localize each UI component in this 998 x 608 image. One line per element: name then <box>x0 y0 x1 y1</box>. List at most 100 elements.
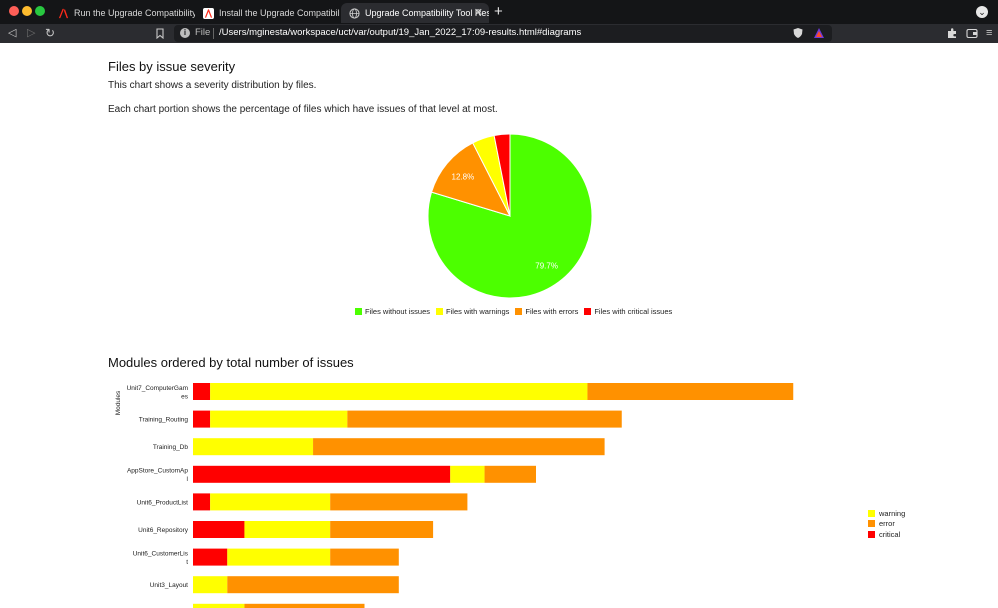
category-label: t <box>186 559 188 566</box>
bar-segment-warning[interactable] <box>210 493 331 511</box>
modules-heading: Modules ordered by total number of issue… <box>108 355 354 370</box>
bar-segment-critical[interactable] <box>193 548 228 566</box>
legend-item-warning[interactable]: warning <box>868 508 905 519</box>
bar-segment-warning[interactable] <box>193 603 245 608</box>
legend-label: warning <box>879 508 906 518</box>
reload-icon[interactable]: ↻ <box>45 26 56 40</box>
tab-run-upgrade-tool[interactable]: Run the Upgrade Compatibility Tool <box>50 3 195 23</box>
category-label: AppStore_CustomAp <box>127 468 188 475</box>
bar-segment-warning[interactable] <box>227 548 331 566</box>
legend-label: Files with warnings <box>446 307 510 316</box>
severity-pie-chart: 79.7% 12.8% <box>427 133 593 299</box>
pie-slice-files-with-critical-issues[interactable] <box>493 133 511 217</box>
close-window-button[interactable] <box>9 6 19 16</box>
bar-segment-error[interactable] <box>484 465 536 483</box>
legend-item-files-with-warnings[interactable]: Files with warnings <box>436 307 509 316</box>
zoom-window-button[interactable] <box>35 6 45 16</box>
legend-swatch <box>436 308 444 315</box>
pie-slice-files-with-errors[interactable] <box>430 142 511 217</box>
category-label: Unit3_Layout <box>150 582 188 589</box>
bar-segment-error[interactable] <box>587 383 794 400</box>
bar-segment-critical[interactable] <box>193 383 211 400</box>
legend-label: critical <box>879 529 901 539</box>
bar-segment-error[interactable] <box>330 548 399 566</box>
category-label: Unit6_ProductList <box>137 499 188 506</box>
bar-segment-error[interactable] <box>313 438 605 456</box>
shield-icon[interactable] <box>792 27 804 39</box>
window-menu-icon[interactable]: ⌄ <box>976 6 988 18</box>
category-label: Unit6_Repository <box>138 527 189 534</box>
bar-segment-error[interactable] <box>244 603 365 608</box>
category-label: Training_Routing <box>139 417 189 424</box>
back-icon[interactable]: ◁ <box>8 27 17 39</box>
pie-slice-files-without-issues[interactable] <box>427 133 593 299</box>
legend-item-files-with-critical-issues[interactable]: Files with critical issues <box>584 307 672 316</box>
minimize-window-button[interactable] <box>22 6 32 16</box>
bar-segment-error[interactable] <box>227 576 399 594</box>
bar-segment-warning[interactable] <box>450 465 485 483</box>
category-label: Training_Db <box>153 444 189 451</box>
legend-item-files-with-errors[interactable]: Files with errors <box>515 307 578 316</box>
bar-segment-critical[interactable] <box>193 493 211 511</box>
url-separator <box>213 28 214 39</box>
legend-swatch <box>355 308 362 315</box>
extensions-puzzle-icon[interactable] <box>946 27 958 39</box>
tab-strip: Run the Upgrade Compatibility Tool Insta… <box>0 0 998 24</box>
severity-heading: Files by issue severity <box>108 59 236 74</box>
bar-segment-error[interactable] <box>330 521 434 538</box>
severity-description-2: Each chart portion shows the percentage … <box>108 104 498 115</box>
adobe-icon <box>203 7 214 19</box>
y-axis-label: Modules <box>115 390 122 415</box>
legend-label: Files without issues <box>365 307 431 316</box>
category-label: es <box>181 393 189 400</box>
legend-swatch <box>868 509 875 517</box>
info-icon[interactable]: i <box>180 28 190 38</box>
close-tab-icon[interactable]: ✕ <box>473 7 483 19</box>
rewards-triangle-icon[interactable] <box>813 27 825 39</box>
legend-swatch <box>868 520 875 528</box>
bar-segment-critical[interactable] <box>193 521 245 538</box>
bar-segment-warning[interactable] <box>193 576 228 594</box>
forward-icon[interactable]: ▷ <box>27 27 36 39</box>
legend-label: Files with errors <box>525 307 579 316</box>
url-scheme-label: File <box>195 27 211 38</box>
category-label: Unit7_ComputerGam <box>127 385 188 392</box>
tab-label: Upgrade Compatibility Tool Res <box>365 8 489 18</box>
page-content: Files by issue severity This chart shows… <box>0 43 998 608</box>
url-text[interactable]: /Users/mginesta/workspace/uct/var/output… <box>219 27 582 38</box>
pie-slice-label: 79.7% <box>535 261 558 270</box>
wallet-icon[interactable] <box>966 27 978 39</box>
bar-segment-error[interactable] <box>347 410 622 428</box>
bar-segment-warning[interactable] <box>210 383 588 400</box>
new-tab-button[interactable]: + <box>494 3 503 20</box>
legend-swatch <box>515 308 523 315</box>
address-bar[interactable]: i File /Users/mginesta/workspace/uct/var… <box>174 25 832 42</box>
category-label: l <box>187 476 189 483</box>
bar-segment-critical[interactable] <box>193 465 451 483</box>
legend-label: error <box>879 519 895 529</box>
navigation-toolbar: ◁ ▷ ↻ i File /Users/mginesta/workspace/u… <box>0 24 998 43</box>
severity-description-1: This chart shows a severity distribution… <box>108 80 317 91</box>
bar-segment-warning[interactable] <box>193 438 314 456</box>
bar-segment-warning[interactable] <box>244 521 331 538</box>
legend-swatch <box>868 530 875 538</box>
bar-segment-warning[interactable] <box>210 410 348 428</box>
legend-item-critical[interactable]: critical <box>868 529 905 540</box>
bar-segment-critical[interactable] <box>193 410 211 428</box>
browser-chrome: Run the Upgrade Compatibility Tool Insta… <box>0 0 998 43</box>
legend-swatch <box>584 308 592 315</box>
legend-label: Files with critical issues <box>594 307 673 316</box>
menu-icon[interactable]: ≡ <box>986 27 993 39</box>
legend-item-files-without-issues[interactable]: Files without issues <box>355 307 430 316</box>
bookmark-icon[interactable] <box>156 28 164 39</box>
globe-icon <box>349 7 360 19</box>
tab-label: Run the Upgrade Compatibility Tool <box>74 8 195 18</box>
adobe-icon <box>58 8 69 18</box>
bar-legend: warning error critical <box>868 508 905 540</box>
tab-install-upgrade-tool[interactable]: Install the Upgrade Compatibility To <box>195 3 340 23</box>
legend-item-error[interactable]: error <box>868 519 905 530</box>
bar-segment-error[interactable] <box>330 493 468 511</box>
tab-upgrade-tool-results[interactable]: Upgrade Compatibility Tool Res ✕ <box>341 3 489 23</box>
pie-legend: Files without issues Files with warnings F… <box>355 307 678 319</box>
